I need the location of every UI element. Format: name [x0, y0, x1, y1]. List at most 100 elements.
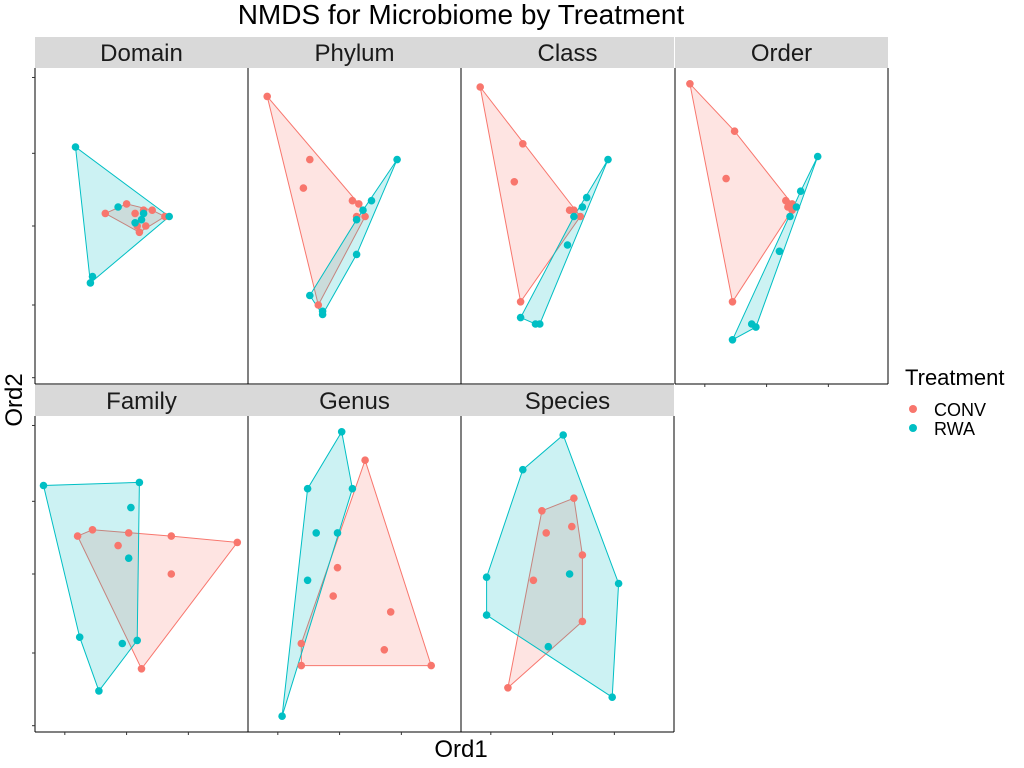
panel-species: Species — [460, 385, 675, 735]
strip-label-genus: Genus — [319, 388, 390, 415]
chart-title: NMDS for Microbiome by Treatment — [238, 0, 685, 30]
point-domain-conv — [122, 200, 131, 208]
point-family-conv — [73, 532, 82, 540]
point-domain-rwa — [131, 219, 139, 227]
point-order-rwa — [728, 336, 737, 344]
point-family-rwa — [124, 554, 133, 562]
legend-item-rwa: RWA — [909, 419, 975, 439]
point-order-conv — [782, 196, 790, 205]
point-order-conv — [728, 298, 737, 306]
point-domain-rwa — [165, 212, 173, 221]
point-domain-rwa — [137, 215, 146, 224]
point-domain-conv — [131, 209, 139, 218]
legend-key-conv — [909, 405, 917, 413]
point-family-conv — [233, 538, 242, 547]
legend-label-conv: CONV — [934, 400, 986, 420]
y-axis-title: Ord2 — [1, 373, 28, 426]
point-species-conv — [538, 507, 546, 515]
panel-order: Order — [674, 37, 889, 387]
point-family-conv — [114, 541, 122, 550]
point-family-rwa — [135, 478, 144, 487]
point-class-conv — [519, 140, 527, 148]
strip-genus — [248, 385, 461, 416]
point-genus-conv — [361, 456, 369, 465]
point-genus-rwa — [303, 484, 312, 493]
point-phylum-conv — [306, 155, 314, 164]
strip-label-family: Family — [106, 388, 177, 415]
strip-domain — [35, 37, 248, 68]
point-domain-rwa — [139, 209, 148, 218]
point-species-conv — [578, 551, 587, 559]
point-species-rwa — [608, 693, 616, 701]
point-genus-conv — [386, 608, 395, 616]
strip-label-phylum: Phylum — [314, 40, 394, 67]
panel-bg-class — [461, 68, 674, 384]
hull-domain-rwa — [74, 145, 171, 284]
point-genus-conv — [297, 639, 306, 648]
point-order-rwa — [792, 203, 801, 211]
point-species-rwa — [544, 642, 553, 651]
point-class-conv — [516, 298, 525, 306]
point-order-conv — [722, 174, 730, 183]
panel-domain: Domain — [32, 37, 248, 385]
point-species-rwa — [482, 573, 491, 581]
point-species-conv — [568, 522, 576, 531]
strip-class — [461, 37, 674, 68]
point-order-rwa — [775, 247, 784, 256]
point-domain-rwa — [86, 279, 95, 287]
point-genus-conv — [427, 661, 436, 670]
point-class-rwa — [536, 320, 544, 328]
point-order-conv — [730, 127, 739, 135]
panel-bg-genus — [248, 416, 461, 732]
point-phylum-conv — [348, 196, 357, 205]
point-class-rwa — [582, 193, 591, 202]
point-order-rwa — [786, 212, 794, 221]
point-phylum-conv — [263, 92, 272, 101]
strip-label-species: Species — [525, 388, 610, 415]
point-phylum-rwa — [318, 310, 327, 319]
point-genus-conv — [380, 646, 389, 654]
point-species-rwa — [614, 579, 623, 588]
point-genus-rwa — [278, 712, 286, 720]
point-genus-conv — [333, 563, 342, 572]
point-domain-conv — [148, 206, 156, 214]
strip-family — [35, 385, 248, 416]
point-domain-conv — [142, 222, 150, 230]
strip-order — [675, 37, 888, 68]
strip-species — [461, 385, 674, 416]
point-species-conv — [504, 684, 512, 692]
point-family-rwa — [95, 687, 103, 695]
point-family-rwa — [133, 636, 141, 645]
point-family-conv — [124, 529, 133, 537]
point-class-conv — [576, 212, 585, 221]
point-phylum-conv — [299, 184, 308, 192]
point-domain-rwa — [71, 143, 80, 151]
point-species-rwa — [519, 465, 527, 474]
point-species-rwa — [482, 611, 491, 619]
point-genus-rwa — [333, 529, 342, 537]
point-domain-conv — [101, 209, 110, 218]
point-family-conv — [137, 665, 146, 673]
point-species-conv — [529, 576, 538, 585]
point-family-rwa — [118, 639, 127, 648]
panel-family: Family — [32, 385, 248, 735]
point-phylum-rwa — [359, 206, 367, 214]
point-domain-conv — [135, 228, 144, 237]
point-class-conv — [510, 178, 519, 186]
point-genus-rwa — [303, 576, 312, 585]
point-domain-rwa — [88, 272, 97, 281]
strip-label-order: Order — [751, 40, 812, 67]
legend-label-rwa: RWA — [934, 419, 975, 439]
point-class-conv — [476, 83, 485, 91]
point-genus-conv — [297, 661, 306, 670]
point-family-rwa — [39, 481, 48, 490]
point-phylum-rwa — [367, 196, 376, 205]
point-class-rwa — [578, 203, 587, 211]
panel-bg-family — [35, 416, 248, 732]
point-phylum-conv — [314, 301, 323, 309]
point-class-rwa — [516, 313, 525, 322]
facet-panels: Domain Phylum Class Order Family Genus Species — [32, 37, 889, 735]
point-species-conv — [570, 494, 578, 503]
point-genus-rwa — [348, 484, 357, 493]
